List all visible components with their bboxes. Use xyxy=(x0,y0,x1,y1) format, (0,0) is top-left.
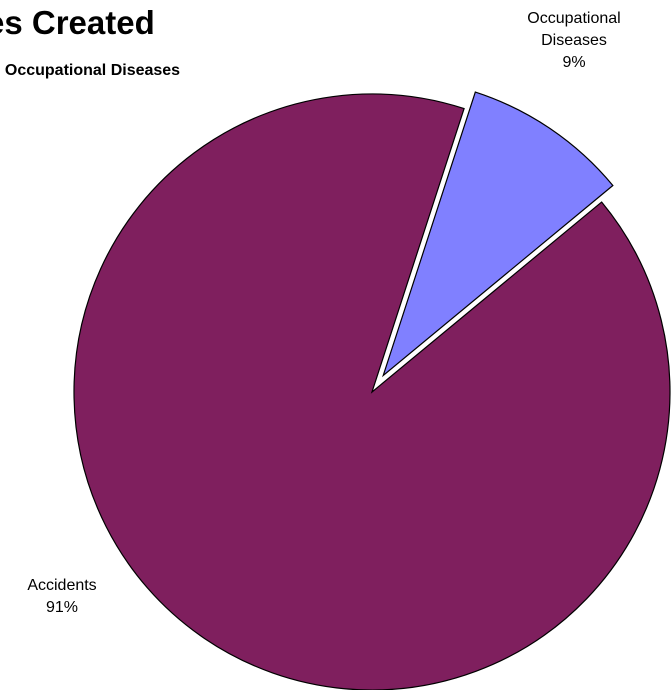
chart-title: es Created xyxy=(0,4,155,41)
pie-slice-occupational-diseases xyxy=(382,91,614,378)
slice-label-occupational-diseases: Occupational Diseases 9% xyxy=(527,10,620,71)
chart-subtitle: . Occupational Diseases xyxy=(0,62,181,79)
slice-label-accidents: Accidents 91% xyxy=(27,577,96,616)
pie-slice-accidents xyxy=(73,93,671,690)
